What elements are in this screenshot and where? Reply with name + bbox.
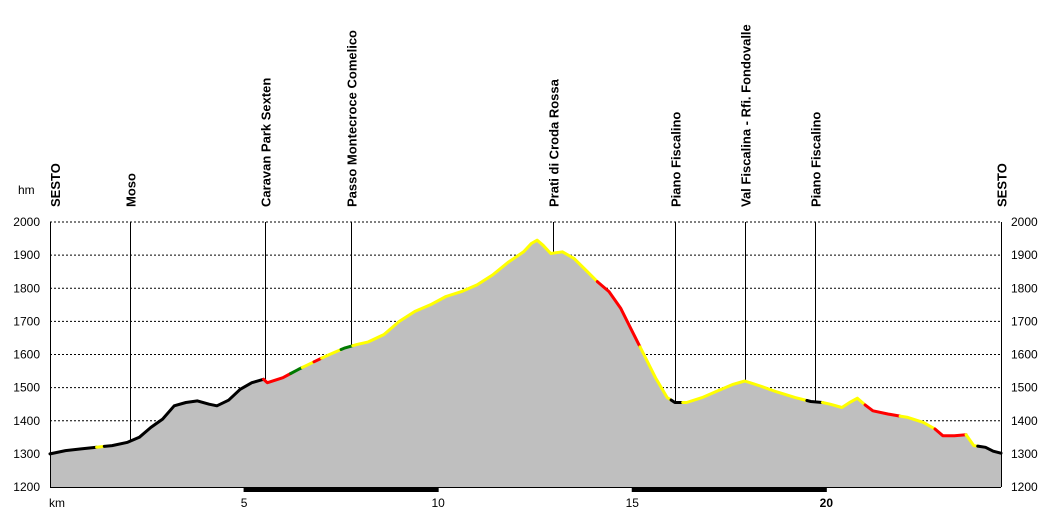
profile-segment xyxy=(638,345,673,402)
x-tick-label: 5 xyxy=(241,496,248,510)
y-tick-label: 1400 xyxy=(1011,414,1038,428)
profile-segment xyxy=(339,344,355,351)
plot-frame xyxy=(50,222,1002,487)
profile-segment xyxy=(805,399,824,404)
profile-fill xyxy=(50,240,1001,487)
x-tick-label: 15 xyxy=(626,496,640,510)
profile-segment xyxy=(595,280,642,349)
x-tick-label: 10 xyxy=(431,496,445,510)
profile-segment xyxy=(300,360,316,369)
waypoint-label: Val Fiscalina - Rfi. Fondovalle xyxy=(739,24,754,207)
waypoint-label: Prati di Croda Rossa xyxy=(547,78,562,207)
y-tick-label: 1300 xyxy=(13,447,40,461)
waypoint-label: SESTO xyxy=(995,163,1010,207)
waypoint-label: Piano Fiscalino xyxy=(809,112,824,207)
profile-segment xyxy=(320,348,343,360)
y-tick-label: 1200 xyxy=(1011,480,1038,494)
profile-segment xyxy=(863,403,902,418)
x-unit-label: km xyxy=(49,496,65,510)
profile-segment xyxy=(351,238,599,348)
waypoint-label: Piano Fiscalino xyxy=(669,112,684,207)
waypoint-label: SESTO xyxy=(48,163,63,207)
y-tick-label: 1600 xyxy=(1011,348,1038,362)
waypoint-label: Caravan Park Sexten xyxy=(259,78,274,207)
profile-segment xyxy=(933,427,968,438)
y-tick-label: 2000 xyxy=(1011,215,1038,229)
profile-segment xyxy=(820,396,867,409)
y-tick-label: 1400 xyxy=(13,414,40,428)
y-tick-label: 1600 xyxy=(13,348,40,362)
y-tick-label: 1500 xyxy=(13,381,40,395)
waypoint-label: Passo Montecroce Comelico xyxy=(345,30,360,207)
y-unit-label: hm xyxy=(18,183,35,197)
x-axis: 5 10 15 20 xyxy=(50,487,1001,510)
y-tick-label: 1300 xyxy=(1011,447,1038,461)
waypoint-labels: SESTO Moso Caravan Park Sexten Passo Montec… xyxy=(48,24,1010,207)
profile-segment xyxy=(976,444,1003,455)
y-tick-label: 1500 xyxy=(1011,381,1038,395)
x-tick-label: 20 xyxy=(820,496,834,510)
profile-line xyxy=(48,238,1003,456)
y-tick-label: 1700 xyxy=(1011,314,1038,328)
profile-segment xyxy=(669,398,685,404)
profile-segment xyxy=(48,445,99,456)
profile-area xyxy=(50,240,1001,487)
y-tick-label: 1700 xyxy=(13,314,40,328)
y-tick-label: 1800 xyxy=(13,281,40,295)
y-tick-label: 1900 xyxy=(1011,248,1038,262)
y-tick-label: 1200 xyxy=(13,480,40,494)
profile-segment xyxy=(898,414,937,431)
y-axis-left: 1200 1300 1400 1500 1600 1700 1800 1900 2000 xyxy=(13,215,40,494)
waypoint-label: Moso xyxy=(124,173,139,207)
profile-segment xyxy=(681,379,809,404)
profile-segment xyxy=(102,377,265,448)
y-tick-label: 2000 xyxy=(13,215,40,229)
profile-segment xyxy=(262,372,293,385)
y-tick-label: 1900 xyxy=(13,248,40,262)
y-tick-label: 1800 xyxy=(1011,281,1038,295)
waypoint-lines xyxy=(130,222,816,442)
y-axis-right: 1200 1300 1400 1500 1600 1700 1800 1900 2000 xyxy=(1011,215,1038,494)
x-axis-bar xyxy=(632,487,827,492)
x-axis-bar xyxy=(244,487,439,492)
